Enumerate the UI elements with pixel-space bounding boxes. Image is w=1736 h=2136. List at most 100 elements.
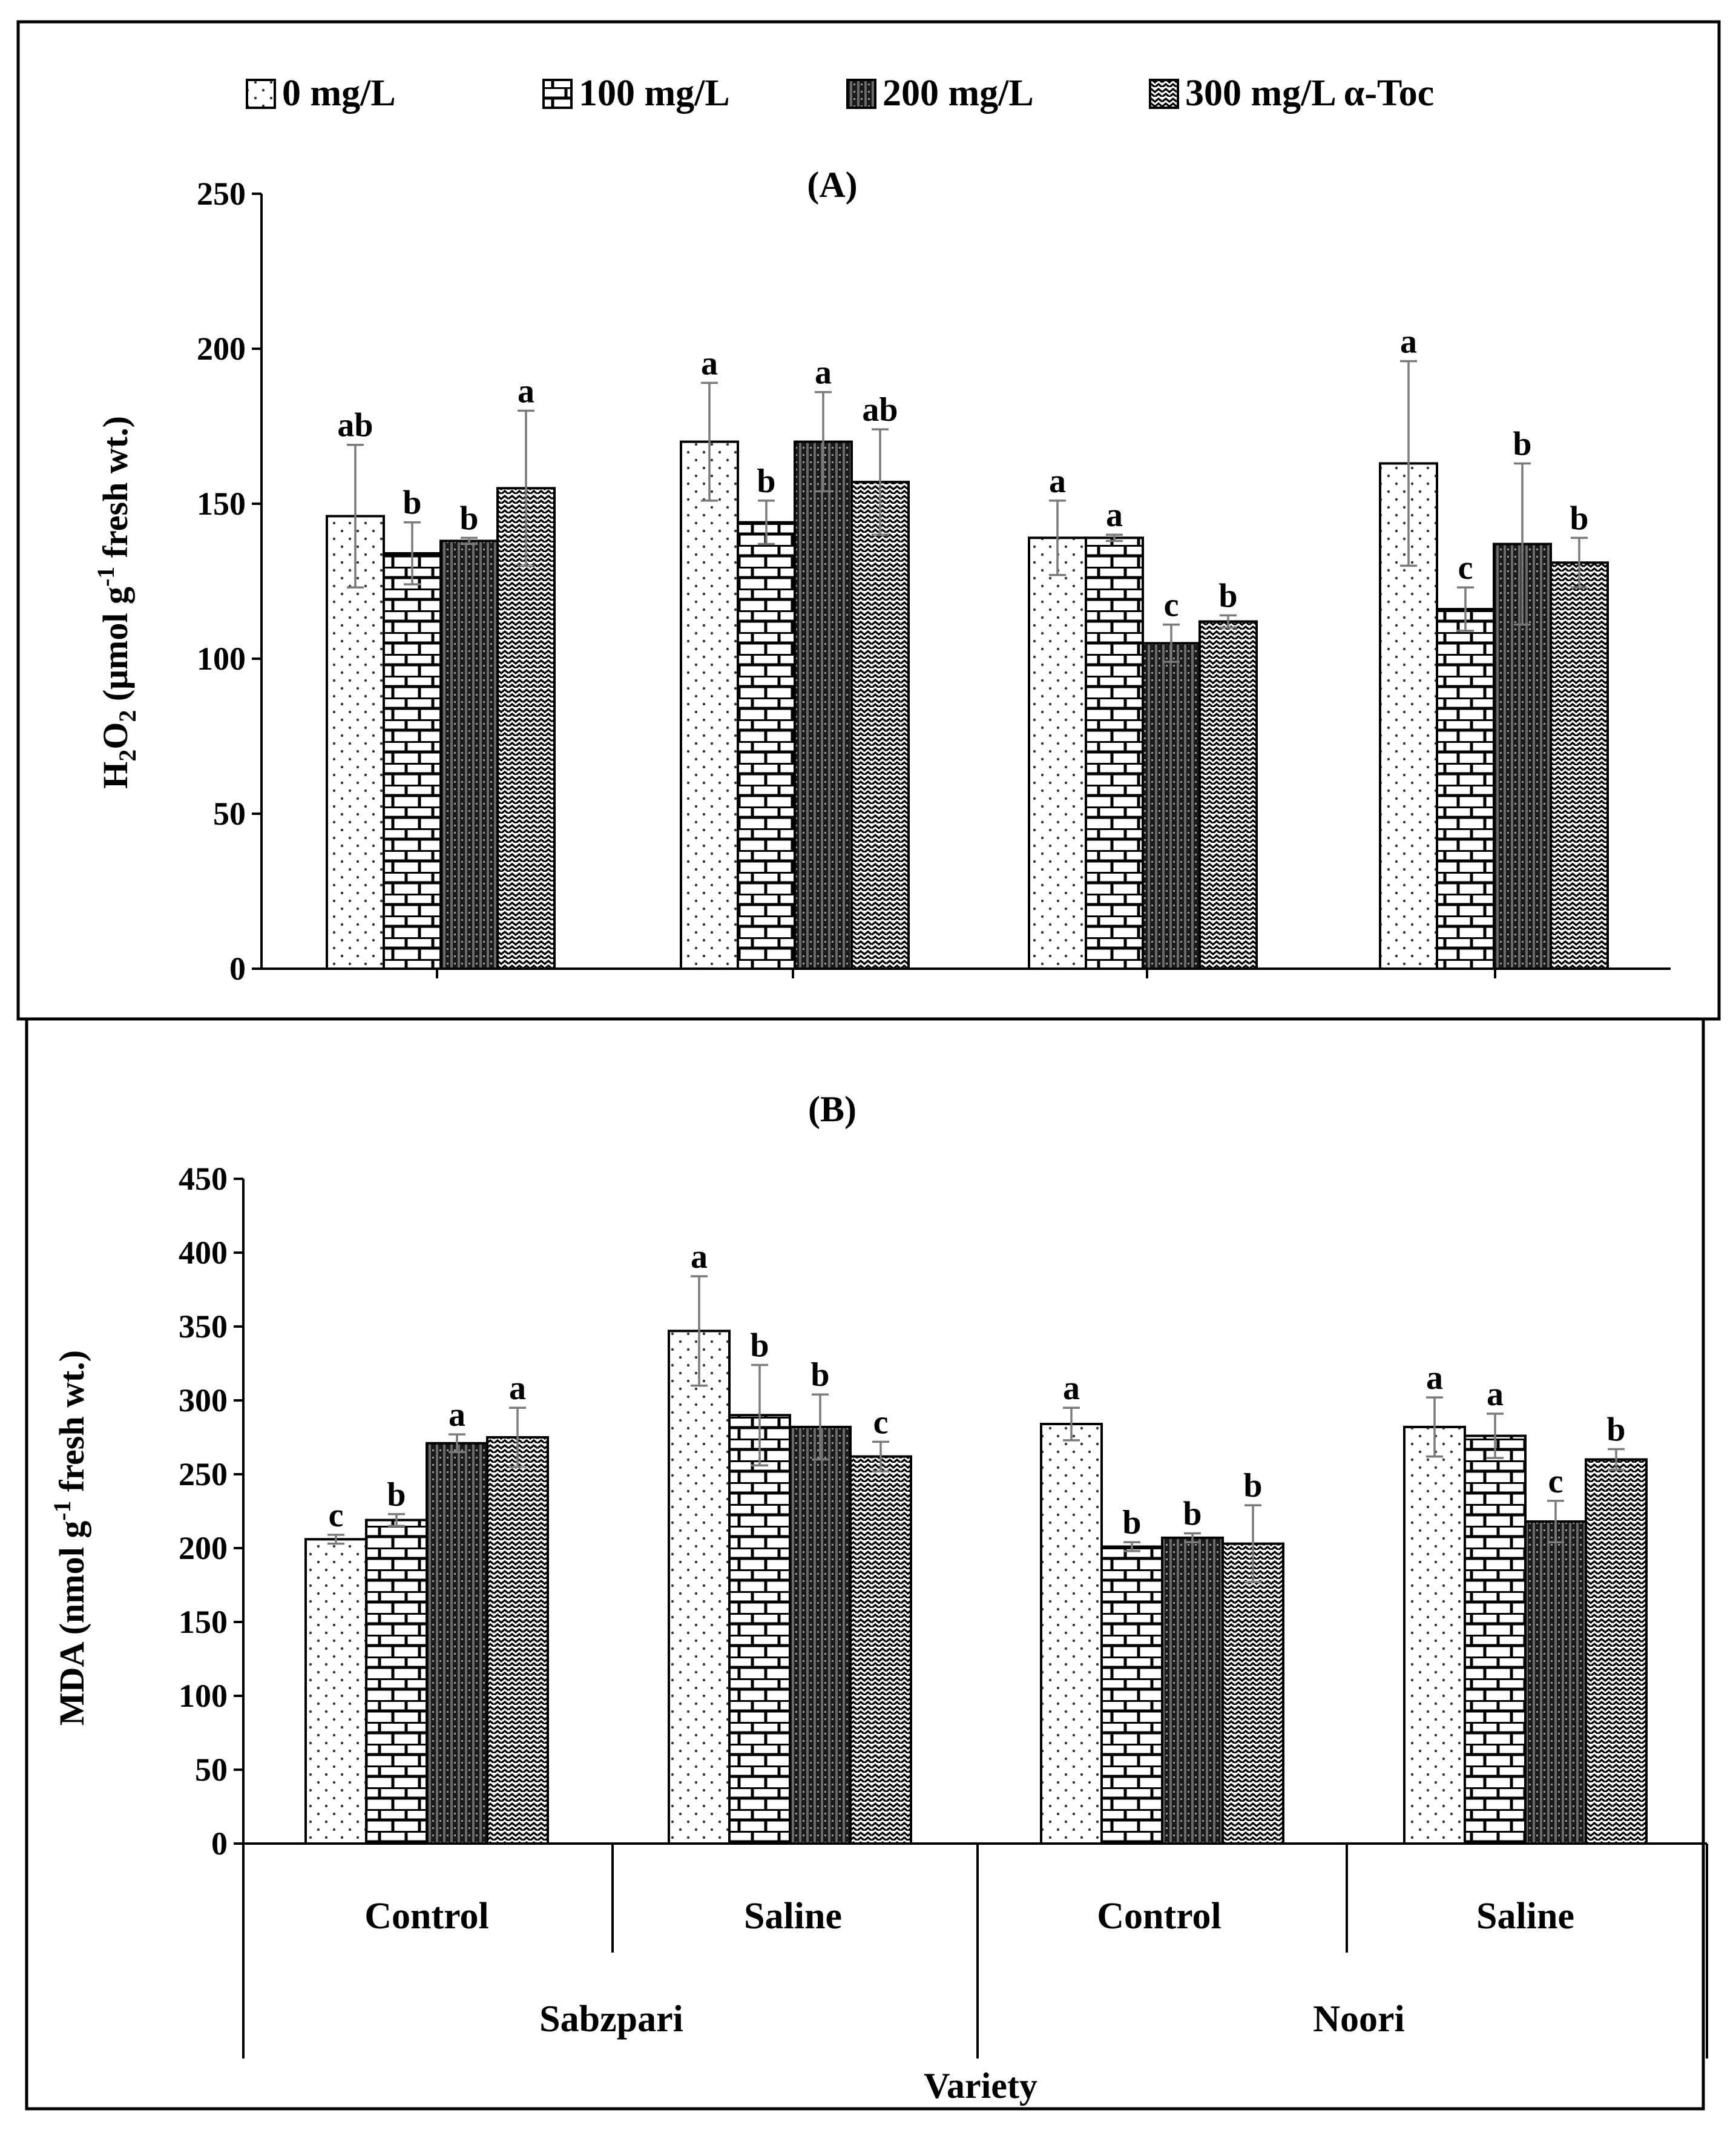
significance-letter: c (1458, 549, 1473, 587)
treatment-label: Saline (1476, 1896, 1574, 1937)
y-tick-label: 0 (229, 951, 246, 987)
significance-letter: a (691, 1238, 708, 1276)
y-tick-label: 50 (213, 796, 246, 832)
significance-letter: a (1063, 1370, 1080, 1407)
legend: 0 mg/L 100 mg/L 200 mg/L 300 mg/L α-Toc (246, 73, 1434, 114)
legend-label: 0 mg/L (282, 73, 396, 114)
significance-letter: a (1049, 463, 1066, 500)
bar (1085, 536, 1144, 970)
significance-letter: b (1606, 1411, 1625, 1449)
bar (849, 1455, 912, 1845)
significance-letter: b (403, 484, 421, 522)
y-tick-label: 150 (179, 1604, 228, 1640)
ylabel-part: 2 (114, 710, 141, 722)
significance-letter: b (810, 1356, 829, 1394)
significance-letter: a (701, 344, 718, 382)
significance-letter: a (815, 354, 832, 392)
treatment-label: Control (1097, 1896, 1221, 1937)
legend-label: 100 mg/L (579, 73, 730, 114)
significance-letter: b (750, 1327, 769, 1364)
variety-label: Noori (1313, 1999, 1405, 2040)
significance-letter: b (1513, 425, 1531, 463)
significance-letter: ab (862, 391, 898, 429)
ylabel-part: fresh wt.) (52, 1350, 91, 1501)
significance-letter: a (518, 372, 534, 410)
y-tick-label: 50 (195, 1752, 228, 1788)
y-tick-label: 100 (179, 1678, 228, 1714)
bar (496, 487, 556, 970)
significance-letter: b (1183, 1495, 1202, 1533)
significance-letter: b (1218, 577, 1237, 615)
bar (1464, 1434, 1527, 1845)
significance-letter: a (1400, 323, 1417, 360)
legend-swatch (1149, 79, 1179, 109)
panel-b-ylabel: MDA (nmol g-1 fresh wt.) (48, 1350, 91, 1726)
significance-letter: b (459, 499, 478, 537)
significance-letter: c (329, 1497, 344, 1534)
bar (1100, 1545, 1163, 1845)
bar (850, 481, 910, 970)
bar (668, 1330, 731, 1845)
bar (737, 521, 796, 970)
ylabel-part: -1 (92, 567, 119, 587)
significance-letter: c (873, 1403, 889, 1441)
x-axis-title: Variety (924, 2066, 1037, 2106)
bar (1142, 642, 1201, 970)
bar (304, 1538, 367, 1845)
bar (789, 1425, 852, 1845)
significance-letter: a (449, 1396, 465, 1434)
panel-b-chart: (B) MDA (nmol g-1 fresh wt.) Control Sali… (48, 1089, 1708, 2106)
bar (794, 440, 853, 970)
y-tick-label: 150 (197, 486, 246, 522)
y-tick-label: 250 (179, 1456, 228, 1492)
treatment-label: Saline (744, 1896, 842, 1937)
y-tick-label: 0 (211, 1825, 228, 1862)
significance-letter: ab (337, 407, 373, 444)
bar (728, 1414, 791, 1845)
bar (1040, 1423, 1103, 1845)
panel-a-chart: (A) H2O2 (μmol g-1 fresh wt.) 0501001502… (92, 165, 1671, 987)
bar (1403, 1425, 1466, 1845)
ylabel-part: -1 (48, 1500, 76, 1520)
significance-letter: a (1487, 1376, 1504, 1413)
bar (439, 539, 499, 970)
significance-letter: b (1243, 1467, 1262, 1505)
significance-letter: c (1164, 587, 1179, 624)
bar (1198, 620, 1258, 971)
ylabel-part: fresh wt.) (96, 416, 135, 567)
legend-swatch (246, 79, 276, 109)
bar (1028, 536, 1087, 970)
variety-label: Sabzpari (539, 1999, 683, 2040)
x-category-axis: Control Saline Control Saline Sabzpari Noori (242, 1844, 1708, 2059)
bar (1221, 1542, 1284, 1845)
panel-b-label: (B) (808, 1089, 856, 1129)
legend-swatch (542, 79, 573, 109)
bar (1524, 1520, 1587, 1845)
significance-letter: b (1570, 499, 1588, 537)
ylabel-part: O (96, 722, 135, 750)
bar (486, 1436, 549, 1845)
bar (680, 440, 739, 970)
significance-letter: a (1426, 1359, 1443, 1397)
treatment-label: Control (364, 1896, 489, 1937)
y-tick-label: 350 (179, 1308, 228, 1345)
panel-b-border (25, 1017, 1705, 2111)
significance-letter: a (1106, 496, 1123, 534)
bar (1161, 1536, 1224, 1845)
bar (383, 552, 442, 970)
bar (1436, 608, 1495, 970)
legend-swatch (846, 79, 876, 109)
panel-a-ylabel: H2O2 (μmol g-1 fresh wt.) (92, 416, 141, 789)
significance-letter: b (757, 463, 775, 500)
bar (426, 1442, 488, 1845)
ylabel-part: MDA (nmol g (52, 1521, 91, 1726)
significance-letter: b (387, 1476, 406, 1514)
significance-letter: b (1122, 1504, 1141, 1541)
bar (1550, 561, 1609, 970)
bar (1585, 1458, 1648, 1845)
ylabel-part: 2 (114, 750, 141, 762)
y-tick-label: 250 (197, 176, 246, 212)
significance-letter: c (1548, 1463, 1563, 1500)
y-tick-label: 200 (179, 1530, 228, 1566)
bar (365, 1518, 428, 1845)
